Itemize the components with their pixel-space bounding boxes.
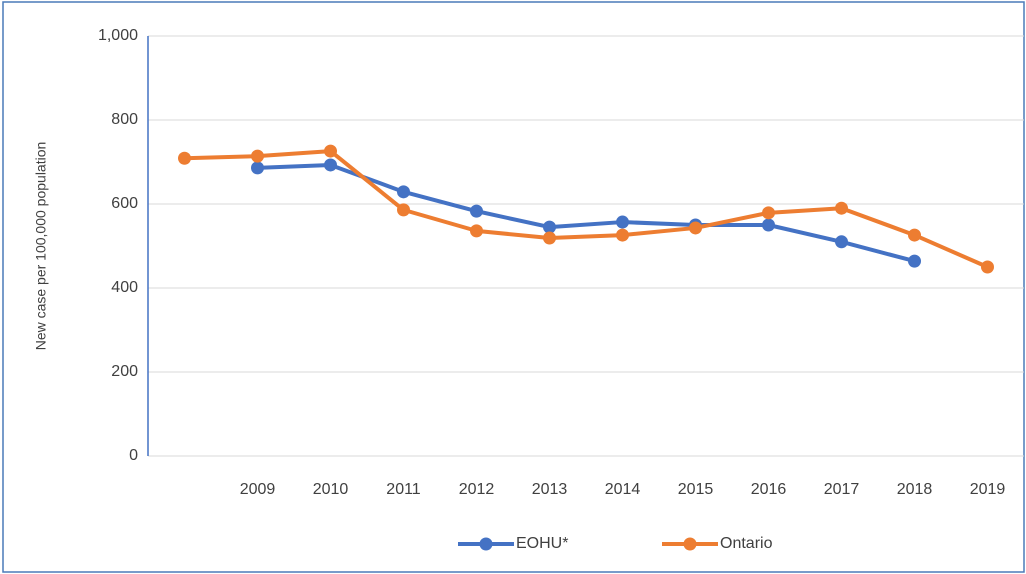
legend-label: EOHU* <box>516 535 568 552</box>
y-tick-label: 1,000 <box>98 27 138 44</box>
point <box>616 228 629 242</box>
point <box>324 144 337 158</box>
x-tick-label: 2011 <box>386 481 421 498</box>
point <box>908 228 921 242</box>
point <box>470 204 483 218</box>
point <box>616 215 629 229</box>
x-tick-label: 2013 <box>532 481 568 498</box>
x-tick-label: 2014 <box>605 481 641 498</box>
y-tick-label: 200 <box>111 363 138 380</box>
legend-label: Ontario <box>720 535 773 552</box>
y-axis-label: New case per 100,000 population <box>33 142 49 351</box>
point <box>908 254 921 268</box>
x-tick-label: 2015 <box>678 481 714 498</box>
point <box>397 203 410 217</box>
point <box>470 224 483 238</box>
x-tick-label: 2018 <box>897 481 933 498</box>
point <box>543 231 556 245</box>
legend-marker <box>479 537 493 551</box>
x-tick-label: 2017 <box>824 481 860 498</box>
x-tick-label: 2012 <box>459 481 495 498</box>
point <box>543 220 556 234</box>
y-tick-label: 600 <box>111 195 138 212</box>
point <box>251 161 264 175</box>
x-tick-label: 2019 <box>970 481 1006 498</box>
point <box>835 201 848 215</box>
point <box>178 151 191 165</box>
y-tick-label: 0 <box>129 447 138 464</box>
y-tick-label: 800 <box>111 111 138 128</box>
point <box>835 235 848 249</box>
point <box>251 149 264 163</box>
point <box>981 260 994 274</box>
point <box>689 221 702 235</box>
series-line <box>184 149 989 269</box>
point <box>762 206 775 220</box>
x-tick-label: 2010 <box>313 481 349 498</box>
x-tick-label: 2016 <box>751 481 787 498</box>
y-tick-label: 400 <box>111 279 138 296</box>
legend-marker <box>683 537 697 551</box>
point <box>324 158 337 172</box>
x-tick-label: 2009 <box>240 481 276 498</box>
point <box>762 218 775 232</box>
point <box>397 185 410 199</box>
